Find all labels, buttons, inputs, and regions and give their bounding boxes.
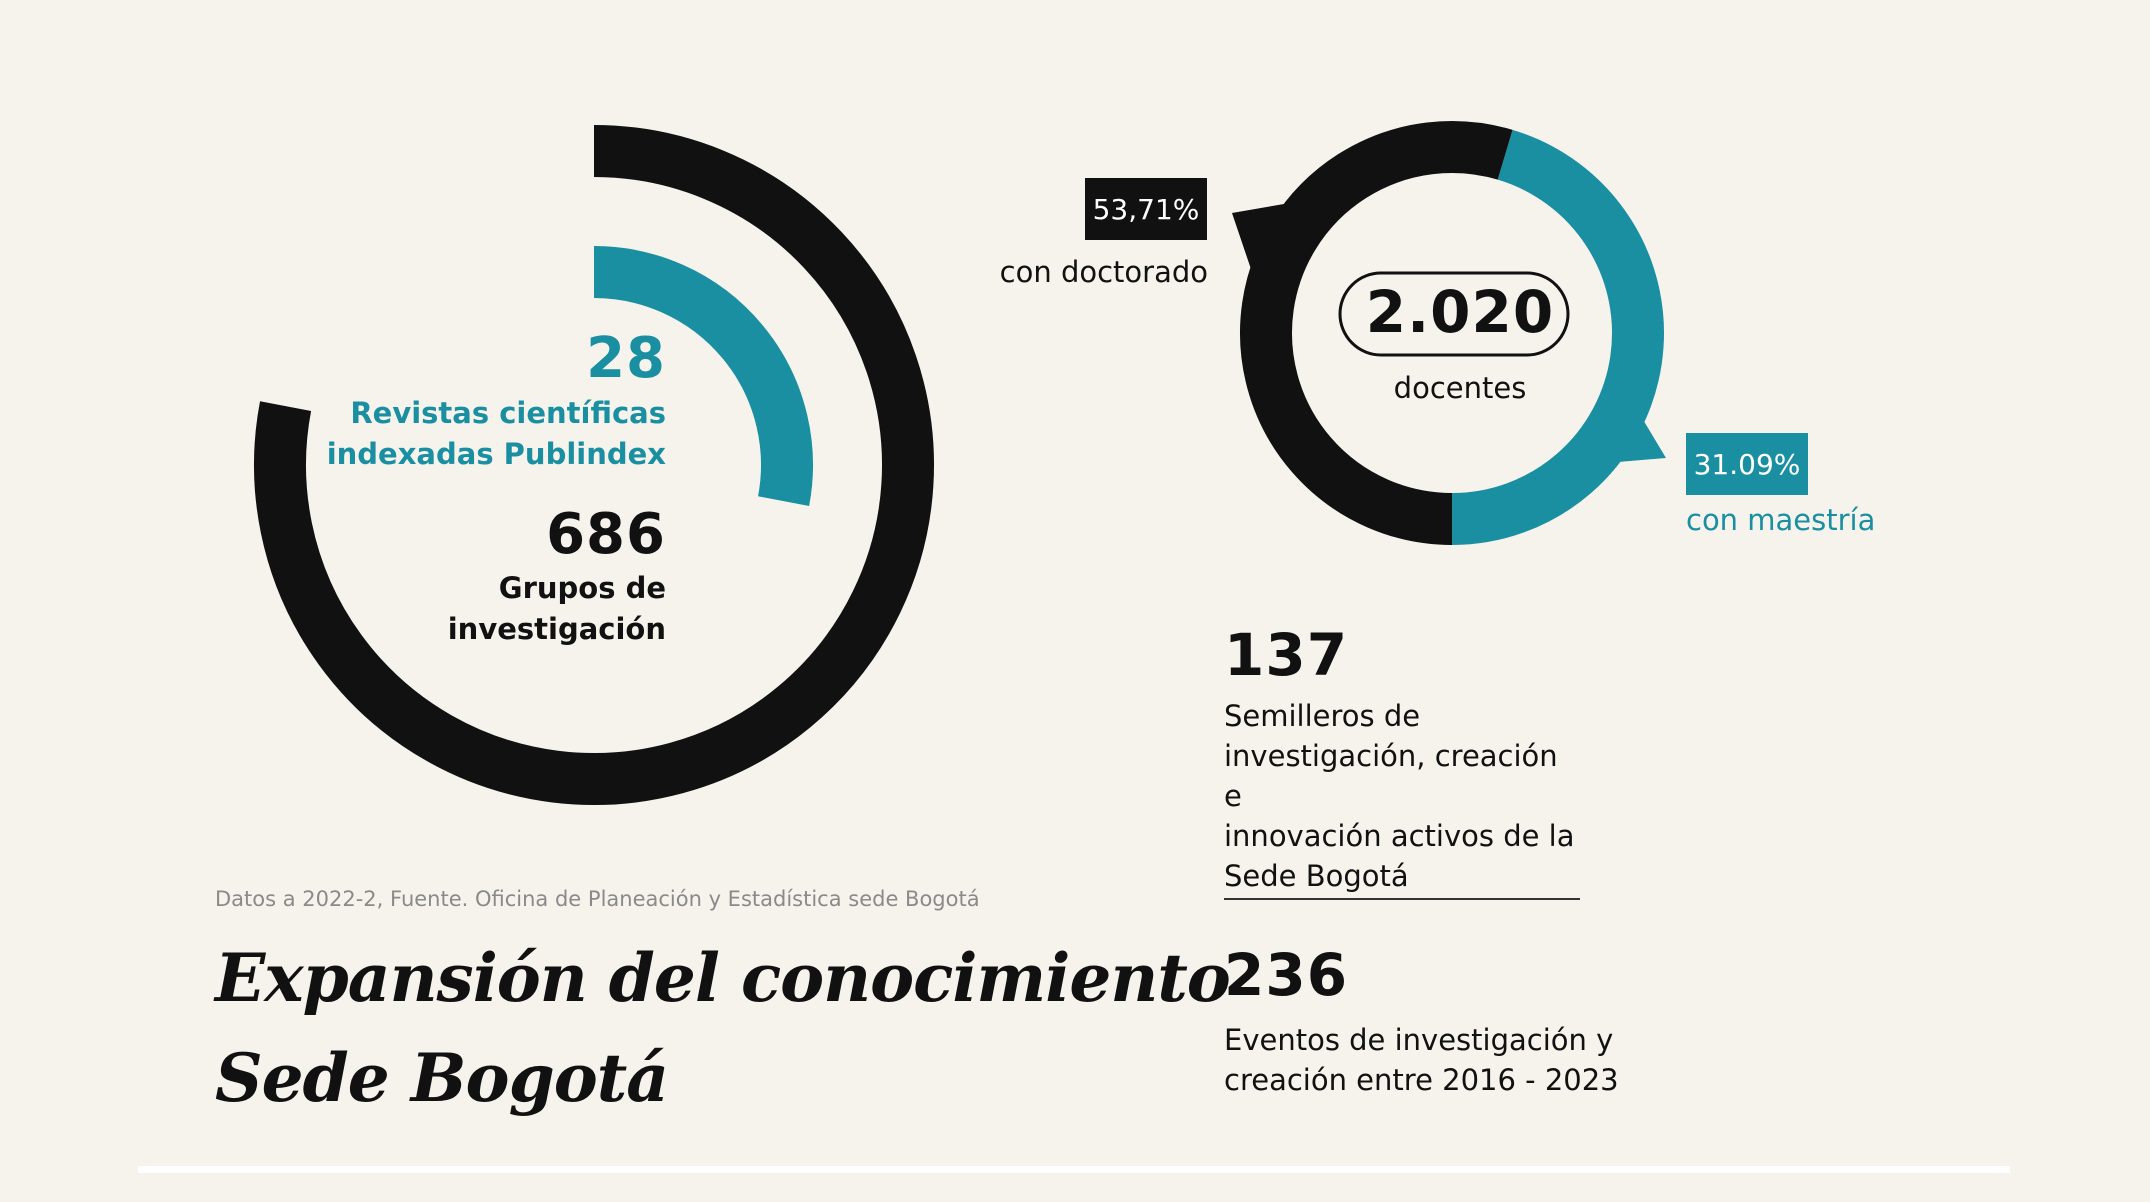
grupos-value: 686	[546, 502, 666, 567]
eventos-value: 236	[1224, 941, 1349, 1009]
eventos-text: Eventos de investigación y creación entr…	[1224, 1020, 1624, 1100]
eventos-line: Eventos de investigación y	[1224, 1023, 1614, 1057]
page-title-line-1: Expansión del conocimiento	[215, 939, 1231, 1017]
docentes-label: docentes	[1393, 371, 1527, 405]
revistas-label: Revistas científicas indexadas Publindex	[300, 393, 666, 475]
maestria-pointer	[1618, 418, 1666, 462]
docentes-pill	[1338, 271, 1570, 357]
page-title-line-2: Sede Bogotá	[215, 1039, 669, 1117]
grupos-label: Grupos de investigación	[380, 568, 666, 650]
doctorado-label: con doctorado	[999, 255, 1208, 289]
semilleros-text: Semilleros de investigación, creación e …	[1224, 696, 1584, 896]
semilleros-value: 137	[1224, 621, 1349, 689]
grupos-label-line-1: Grupos de	[498, 571, 666, 605]
divider	[1224, 898, 1580, 900]
bottom-rule	[138, 1166, 2010, 1173]
source-note: Datos a 2022-2, Fuente. Oficina de Plane…	[215, 887, 980, 911]
eventos-line: creación entre 2016 - 2023	[1224, 1063, 1619, 1097]
radial-bar-grupos	[254, 125, 934, 805]
docentes-total: 2.020	[1365, 278, 1555, 346]
semilleros-line: investigación, creación e	[1224, 739, 1558, 813]
revistas-label-line-2: indexadas Publindex	[326, 437, 666, 471]
semilleros-line: innovación activos de la	[1224, 819, 1575, 853]
maestria-percent-tag: 31.09%	[1686, 433, 1808, 495]
grupos-label-line-2: investigación	[447, 612, 666, 646]
donut-slice-maestria	[1451, 129, 1664, 545]
semilleros-line: Sede Bogotá	[1224, 859, 1409, 893]
revistas-label-line-1: Revistas científicas	[350, 396, 666, 430]
radial-bar-revistas	[593, 246, 813, 507]
revistas-value: 28	[586, 326, 666, 391]
maestria-label: con maestría	[1686, 503, 1876, 537]
donut-slice-doctorado	[1240, 121, 1513, 545]
doctorado-percent-tag: 53,71%	[1085, 178, 1207, 240]
page-title: Expansión del conocimiento Sede Bogotá	[215, 928, 1231, 1128]
semilleros-line: Semilleros de	[1224, 699, 1421, 733]
doctorado-pointer	[1232, 204, 1284, 278]
